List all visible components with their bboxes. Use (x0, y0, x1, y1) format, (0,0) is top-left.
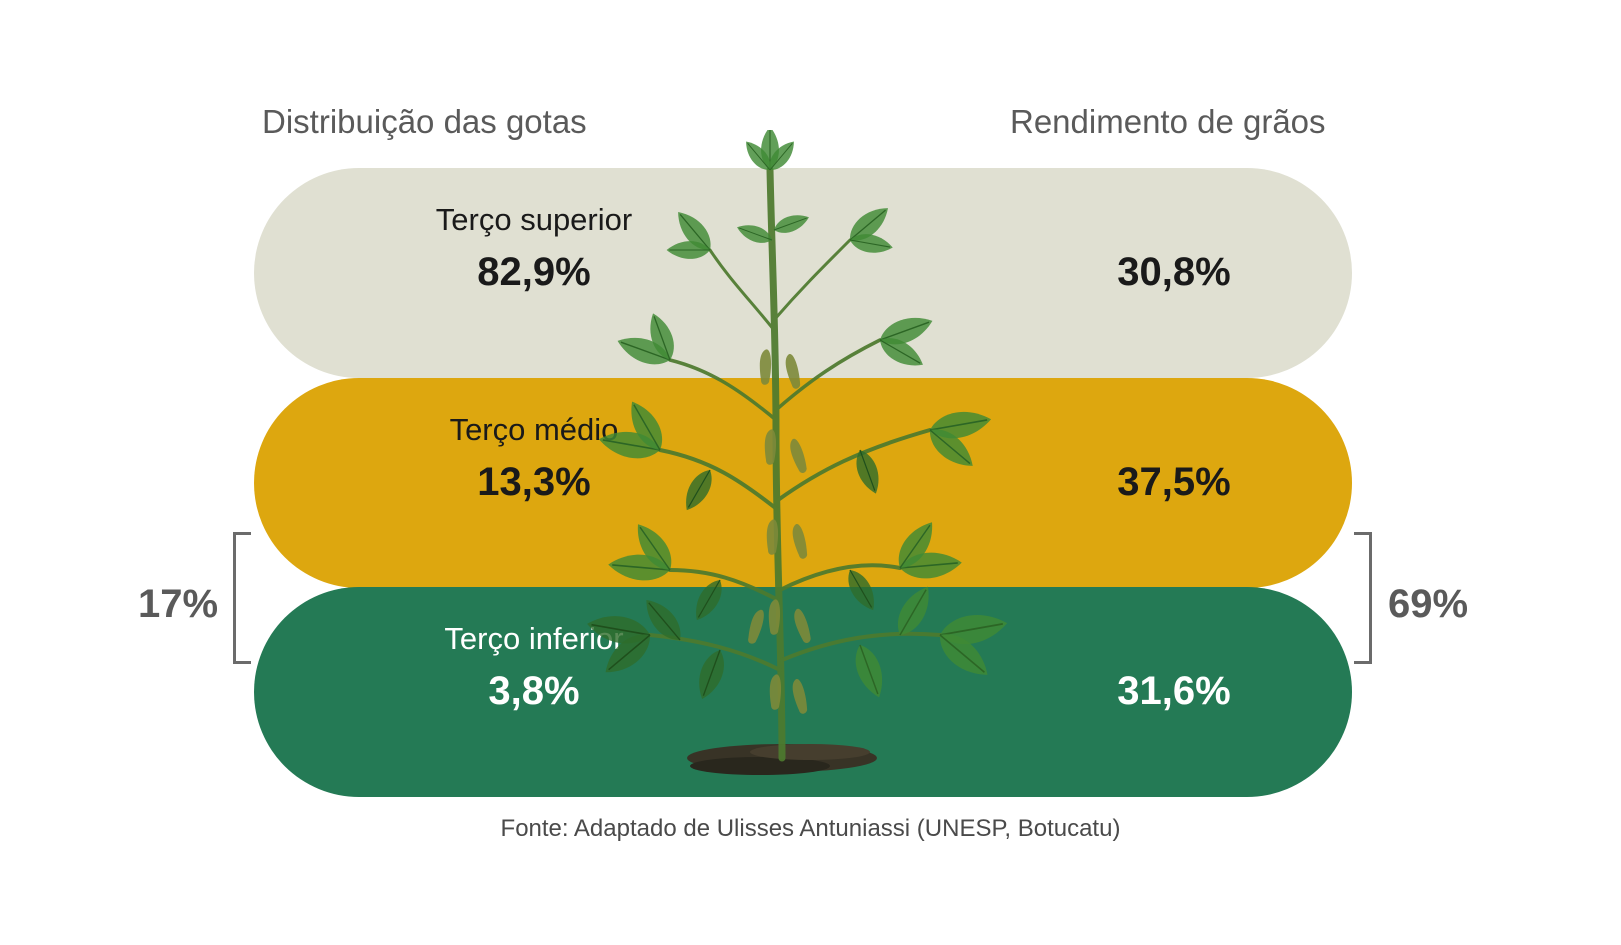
band-upper-yield-value: 30,8% (1117, 250, 1231, 294)
band-upper-label: Terço superior (435, 202, 633, 237)
grain-yield-heading: Rendimento de grãos (1010, 103, 1326, 140)
band-middle-yield-value: 37,5% (1117, 460, 1231, 504)
band-lower-yield-value: 31,6% (1117, 669, 1231, 713)
band-upper-droplet-value: 82,9% (477, 250, 591, 294)
right-bracket (1354, 532, 1372, 664)
band-upper-third: Terço superior 82,9% 30,8% (254, 168, 1352, 378)
band-lower-droplet-value: 3,8% (488, 669, 580, 713)
droplet-distribution-heading: Distribuição das gotas (262, 103, 587, 140)
band-middle-droplet-value: 13,3% (477, 460, 591, 504)
source-note: Fonte: Adaptado de Ulisses Antuniassi (U… (500, 815, 1121, 842)
left-bracket (233, 532, 251, 664)
soybean-plant-icon (584, 130, 1011, 775)
left-bracket-value: 17% (138, 582, 219, 626)
band-middle-label: Terço médio (449, 412, 619, 447)
right-bracket-value: 69% (1388, 582, 1469, 626)
